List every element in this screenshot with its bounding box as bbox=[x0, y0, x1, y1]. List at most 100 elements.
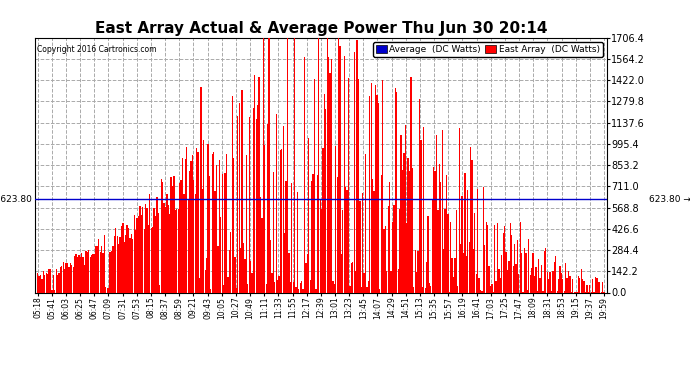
Bar bbox=[386, 271, 388, 292]
Bar bbox=[227, 277, 228, 292]
Bar bbox=[507, 270, 508, 292]
Bar bbox=[164, 203, 165, 292]
Bar bbox=[599, 282, 600, 292]
Bar bbox=[37, 273, 39, 292]
Bar bbox=[139, 206, 141, 292]
Bar bbox=[541, 266, 542, 292]
Bar bbox=[344, 56, 345, 292]
Bar bbox=[436, 135, 437, 292]
Bar bbox=[240, 248, 241, 292]
Bar bbox=[358, 79, 359, 292]
Bar bbox=[55, 269, 57, 292]
Bar bbox=[426, 262, 427, 292]
Bar bbox=[549, 273, 551, 292]
Bar bbox=[380, 175, 382, 292]
Bar bbox=[92, 254, 94, 292]
Bar bbox=[395, 88, 396, 292]
Bar bbox=[334, 285, 335, 292]
Bar bbox=[275, 114, 277, 292]
Bar bbox=[484, 245, 485, 292]
Bar bbox=[589, 285, 591, 292]
Bar bbox=[602, 282, 603, 292]
Bar bbox=[248, 117, 250, 292]
Bar bbox=[561, 273, 562, 292]
Bar bbox=[228, 250, 230, 292]
Bar bbox=[525, 253, 526, 292]
Bar bbox=[560, 266, 561, 292]
Bar bbox=[385, 226, 386, 292]
Text: Copyright 2016 Cartronics.com: Copyright 2016 Cartronics.com bbox=[37, 45, 157, 54]
Bar bbox=[283, 126, 284, 292]
Bar bbox=[477, 189, 478, 292]
Bar bbox=[263, 38, 264, 292]
Bar bbox=[581, 270, 582, 292]
Bar bbox=[146, 207, 148, 292]
Bar bbox=[149, 194, 150, 292]
Bar bbox=[486, 222, 487, 292]
Bar bbox=[210, 289, 212, 292]
Bar bbox=[575, 291, 576, 292]
Bar bbox=[409, 171, 410, 292]
Bar bbox=[284, 232, 285, 292]
Bar bbox=[57, 274, 58, 292]
Bar bbox=[319, 200, 321, 292]
Bar bbox=[531, 268, 532, 292]
Bar bbox=[537, 291, 538, 292]
Bar bbox=[546, 272, 548, 292]
Bar bbox=[224, 173, 226, 292]
Bar bbox=[376, 94, 377, 292]
Bar bbox=[552, 271, 553, 292]
Bar bbox=[419, 99, 420, 292]
Bar bbox=[424, 288, 426, 292]
Bar bbox=[442, 130, 443, 292]
Bar bbox=[98, 239, 99, 292]
Bar bbox=[63, 262, 64, 292]
Bar bbox=[422, 287, 423, 292]
Bar bbox=[153, 208, 155, 292]
Bar bbox=[236, 288, 237, 292]
Bar bbox=[243, 243, 244, 292]
Bar bbox=[304, 57, 305, 292]
Bar bbox=[244, 259, 246, 292]
Bar bbox=[317, 175, 318, 292]
Bar bbox=[534, 276, 535, 292]
Bar bbox=[221, 174, 223, 292]
Bar bbox=[403, 153, 404, 292]
Bar bbox=[446, 175, 447, 292]
Bar bbox=[206, 258, 207, 292]
Bar bbox=[307, 254, 308, 292]
Bar bbox=[108, 288, 109, 292]
Bar bbox=[81, 253, 82, 292]
Bar bbox=[416, 272, 417, 292]
Bar bbox=[43, 271, 44, 292]
Bar bbox=[260, 197, 262, 292]
Bar bbox=[54, 290, 55, 292]
Bar bbox=[188, 199, 189, 292]
Bar bbox=[510, 222, 511, 292]
Bar bbox=[338, 38, 339, 292]
Bar bbox=[217, 246, 219, 292]
Bar bbox=[87, 252, 88, 292]
Bar bbox=[490, 285, 491, 292]
Bar bbox=[595, 278, 596, 292]
Bar bbox=[165, 207, 166, 292]
Bar bbox=[502, 233, 504, 292]
Bar bbox=[521, 254, 522, 292]
Bar bbox=[372, 179, 373, 292]
Bar bbox=[364, 273, 365, 292]
Bar bbox=[353, 53, 355, 292]
Bar bbox=[79, 257, 81, 292]
Bar bbox=[239, 103, 240, 292]
Bar bbox=[134, 215, 135, 292]
Bar bbox=[75, 254, 77, 292]
Bar bbox=[432, 200, 433, 292]
Bar bbox=[246, 155, 247, 292]
Bar bbox=[118, 244, 119, 292]
Bar bbox=[179, 183, 180, 292]
Bar bbox=[375, 85, 376, 292]
Bar bbox=[286, 181, 287, 292]
Bar bbox=[232, 96, 233, 292]
Bar bbox=[417, 251, 419, 292]
Bar bbox=[40, 274, 41, 292]
Bar bbox=[293, 282, 294, 292]
